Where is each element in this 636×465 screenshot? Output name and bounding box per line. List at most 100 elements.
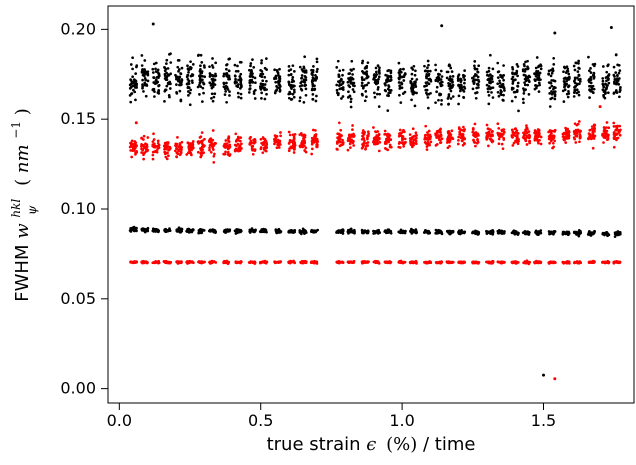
- scatter-point: [347, 260, 351, 264]
- scatter-point: [587, 132, 591, 136]
- scatter-point: [202, 91, 205, 95]
- scatter-point: [349, 100, 353, 104]
- scatter-point: [456, 142, 460, 146]
- scatter-point: [618, 232, 622, 236]
- scatter-point: [134, 227, 138, 230]
- scatter-point: [234, 69, 238, 73]
- scatter-point: [291, 92, 295, 96]
- scatter-point: [235, 260, 239, 264]
- scatter-point: [186, 73, 189, 77]
- scatter-point: [152, 76, 155, 79]
- scatter-point: [578, 136, 582, 140]
- scatter-point: [410, 77, 414, 81]
- scatter-point: [389, 79, 392, 82]
- scatter-point: [474, 96, 478, 100]
- scatter-point: [265, 92, 268, 96]
- scatter-point: [211, 143, 214, 147]
- scatter-point: [491, 67, 495, 71]
- scatter-point: [312, 141, 316, 144]
- scatter-point: [142, 153, 145, 157]
- scatter-point: [367, 132, 370, 136]
- scatter-point: [260, 61, 263, 65]
- scatter-point: [399, 70, 403, 74]
- scatter-point: [387, 84, 390, 87]
- scatter-point: [593, 128, 596, 132]
- scatter-point: [315, 57, 319, 61]
- scatter-point: [522, 92, 526, 95]
- scatter-point: [553, 94, 557, 98]
- scatter-point: [447, 102, 450, 106]
- scatter-point: [573, 137, 577, 141]
- scatter-point: [516, 135, 519, 139]
- scatter-point: [534, 130, 538, 133]
- scatter-point: [606, 64, 609, 68]
- scatter-point: [289, 73, 293, 77]
- scatter-point: [459, 261, 462, 265]
- scatter-point: [473, 141, 477, 144]
- scatter-point: [437, 72, 440, 76]
- scatter-point: [155, 144, 159, 148]
- scatter-point: [234, 77, 237, 81]
- scatter-point: [209, 150, 213, 154]
- scatter-point: [265, 145, 269, 149]
- scatter-point: [222, 85, 226, 89]
- scatter-point: [477, 230, 480, 234]
- scatter-point: [180, 78, 184, 82]
- y-axis-label-unit-exponent: −1: [9, 121, 23, 139]
- scatter-point: [175, 229, 179, 233]
- scatter-point: [409, 261, 413, 265]
- scatter-point: [223, 142, 226, 146]
- scatter-point: [300, 144, 304, 147]
- scatter-point: [240, 142, 243, 146]
- scatter-point: [399, 230, 403, 233]
- scatter-point: [438, 141, 442, 144]
- scatter-point: [236, 229, 240, 232]
- x-tick-label: 0.0: [107, 411, 132, 430]
- scatter-point: [300, 140, 304, 143]
- y-axis-label-unit-left: (: [12, 179, 33, 186]
- x-tick-label: 1.0: [389, 411, 414, 430]
- scatter-point: [287, 142, 291, 145]
- scatter-point: [426, 59, 430, 63]
- scatter-point: [567, 75, 571, 79]
- scatter-point: [292, 95, 296, 99]
- scatter-point: [398, 74, 402, 78]
- scatter-point: [313, 88, 316, 92]
- scatter-point: [258, 85, 262, 88]
- scatter-point: [424, 124, 428, 128]
- scatter-point: [615, 261, 619, 264]
- scatter-point: [414, 231, 418, 235]
- scatter-point: [163, 99, 166, 103]
- scatter-point: [201, 74, 204, 78]
- scatter-point: [567, 84, 571, 88]
- scatter-point: [606, 74, 610, 78]
- scatter-point: [496, 61, 500, 65]
- scatter-point: [618, 95, 621, 99]
- scatter-point: [618, 90, 622, 94]
- scatter-point: [440, 231, 443, 235]
- scatter-point: [573, 261, 576, 265]
- scatter-point: [338, 83, 342, 87]
- scatter-point: [151, 67, 155, 71]
- scatter-point: [251, 80, 255, 84]
- scatter-point: [473, 78, 476, 81]
- scatter-point: [485, 134, 489, 138]
- scatter-point: [593, 230, 597, 233]
- scatter-point: [589, 66, 592, 70]
- scatter-point: [212, 95, 216, 99]
- scatter-point: [573, 76, 577, 80]
- scatter-point: [312, 128, 315, 132]
- scatter-point: [536, 260, 540, 264]
- scatter-point: [435, 85, 439, 89]
- scatter-point: [589, 78, 593, 81]
- scatter-point: [262, 141, 265, 144]
- scatter-point: [180, 81, 183, 84]
- scatter-point: [315, 262, 319, 265]
- scatter-point: [524, 67, 528, 71]
- scatter-point: [176, 152, 180, 156]
- scatter-point: [463, 142, 466, 146]
- scatter-point: [141, 148, 145, 152]
- scatter-point: [439, 138, 442, 142]
- scatter-point: [222, 260, 226, 263]
- scatter-point: [572, 79, 576, 83]
